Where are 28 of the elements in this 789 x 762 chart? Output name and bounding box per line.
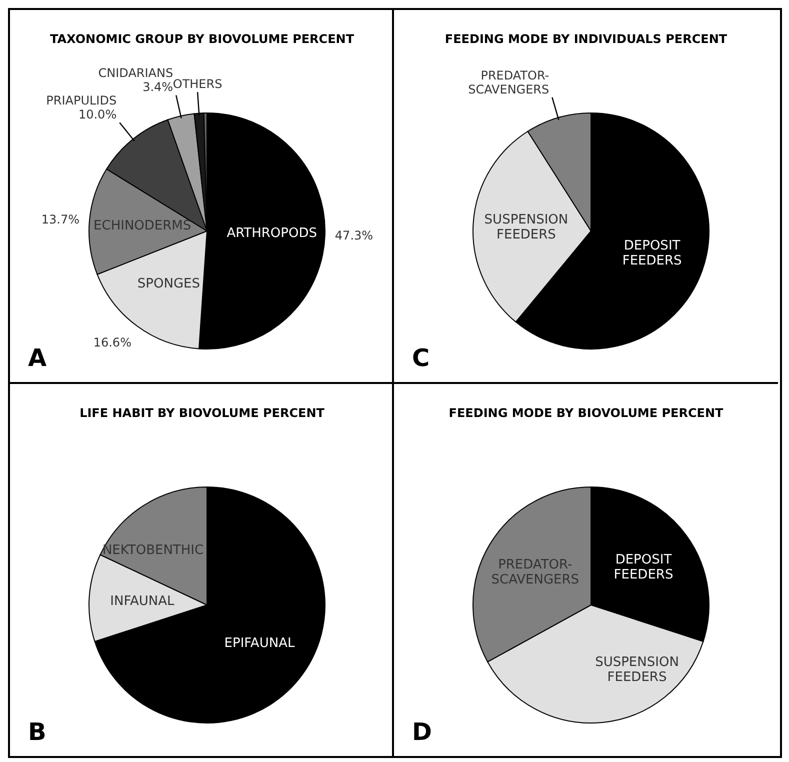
chart-title: FEEDING MODE BY INDIVIDUALS PERCENT (444, 31, 728, 48)
slice-label: SUSPENSION FEEDERS (484, 212, 568, 242)
data-label: 3.4% (142, 80, 174, 94)
slice-label: SUSPENSION FEEDERS (595, 655, 679, 686)
data-label: 10.0% (78, 108, 117, 122)
slice-label: SPONGES (137, 276, 200, 292)
data-label: 13.7% (41, 212, 80, 227)
data-label: 47.3% (334, 228, 374, 242)
slice-label: INFAUNAL (110, 594, 176, 609)
slice-label: NEKTOBENTHIC (102, 543, 204, 558)
text: C (412, 344, 430, 372)
text: D (412, 718, 432, 746)
slice-label: OTHERS (172, 77, 222, 92)
slice-label: PREDATOR-SCAVENGERS (468, 68, 550, 96)
slice-label: EPIFAUNAL (224, 636, 296, 652)
slice-label: DEPOSIT FEEDERS (622, 238, 682, 268)
slice-label: PREDATOR-SCAVENGERS (491, 557, 580, 588)
chart-title: LIFE HABIT BY BIOVOLUME PERCENT (78, 405, 326, 422)
slice-label: ARTHROPODS (226, 226, 318, 242)
chart-title: FEEDING MODE BY BIOVOLUME PERCENT (448, 405, 724, 422)
text: A (28, 344, 47, 372)
text: B (28, 718, 46, 746)
slice-label: ECHINODERMS (94, 218, 192, 234)
slice-label: PRIAPULIDS (46, 94, 117, 108)
slice-label: DEPOSIT FEEDERS (614, 552, 674, 582)
chart-title: TAXONOMIC GROUP BY BIOVOLUME PERCENT (48, 31, 356, 48)
slice-label: CNIDARIANS (98, 66, 174, 80)
data-label: 16.6% (93, 335, 132, 350)
